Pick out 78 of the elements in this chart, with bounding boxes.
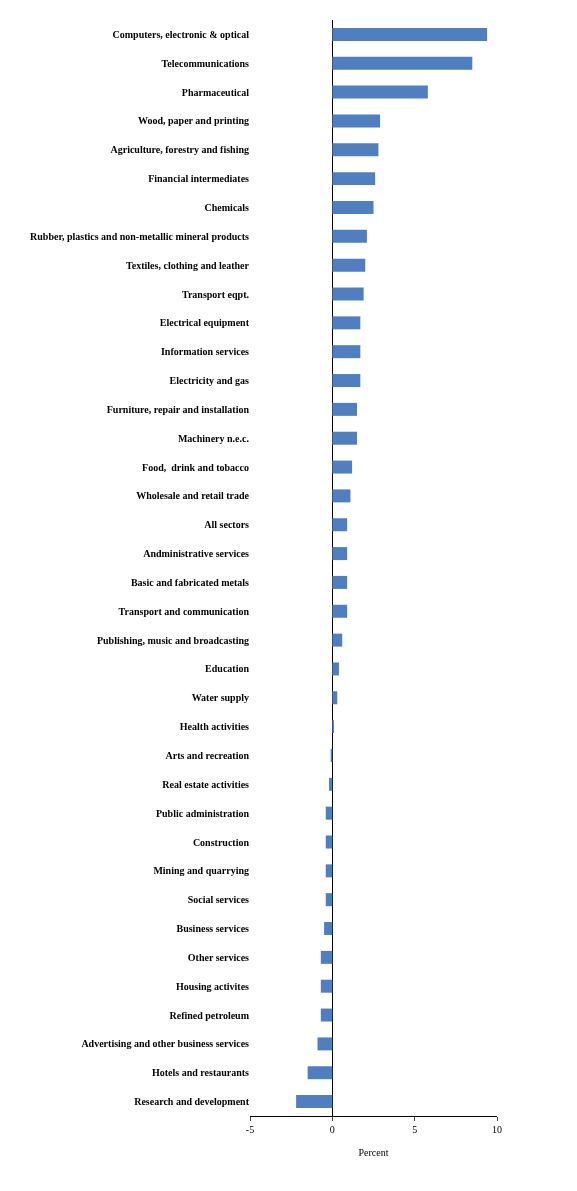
bar [325,893,333,907]
y-tick-label: Wholesale and retail trade [136,490,250,502]
bar [332,229,367,243]
bar [332,143,379,157]
y-tick-label: Telecommunications [161,57,250,69]
bar [332,604,348,618]
y-tick-label: Food, drink and tobacco [142,461,249,473]
bar [332,633,343,647]
y-tick-label: Pharmaceutical [181,86,250,98]
x-tick-label: 0 [329,1124,335,1135]
bar [325,864,333,878]
y-tick-label: Business services [176,923,250,935]
bar [332,402,358,416]
y-tick-label: Public administration [155,807,250,819]
y-tick-label: Water supply [191,692,249,704]
y-tick-label: Mining and quarrying [153,865,249,877]
bar [332,489,351,503]
y-tick-label: Real estate activities [162,778,250,790]
y-tick-label: Textiles, clothing and leather [126,259,250,271]
bar [329,777,333,791]
bar [317,1037,333,1051]
bar [324,922,333,936]
y-tick-label: All sectors [204,519,250,531]
y-tick-label: Education [205,663,250,675]
bar [332,431,358,445]
y-tick-label: Computers, electronic & optical [112,28,250,40]
y-tick-label: Research and development [134,1096,250,1108]
bar [332,287,364,301]
y-tick-label: Furniture, repair and installation [106,403,250,415]
bar [296,1095,333,1109]
x-tick-label: 5 [412,1124,418,1135]
bar [332,85,428,99]
bar [332,374,361,388]
y-tick-label: Other services [187,951,250,963]
bar [332,56,473,70]
bar [325,806,333,820]
y-tick-label: Chemicals [204,201,250,213]
bar [320,1008,333,1022]
y-tick-label: Machinery n.e.c. [177,432,250,444]
bar [332,172,376,186]
y-tick-label: Hotels and restaurants [151,1067,250,1079]
y-tick-label: Arts and recreation [165,749,250,761]
y-tick-label: Rubber, plastics and non-metallic mineral products [30,230,250,242]
y-tick-label: Electricity and gas [169,375,250,387]
bar [332,345,361,359]
bar [332,200,374,214]
y-tick-label: Electrical equipment [159,317,250,329]
bar [332,691,338,705]
y-tick-label: Construction [192,836,250,848]
y-tick-label: Advertising and other business services [81,1038,250,1050]
bar [320,950,333,964]
y-tick-label: Wood, paper and printing [138,115,249,127]
x-tick-label: 10 [492,1124,502,1135]
bar [332,575,348,589]
bar [332,547,348,561]
y-tick-label: Andministrative services [143,548,250,560]
bar [320,979,333,993]
y-tick-label: Transport and communication [118,605,250,617]
bar [332,27,488,41]
y-tick-label: Financial intermediates [148,173,250,185]
y-tick-label: Basic and fabricated metals [130,576,250,588]
bar [332,114,381,128]
y-tick-label: Publishing, music and broadcasting [96,634,249,646]
bar [332,258,366,272]
bar [332,662,339,676]
y-tick-label: Information services [160,346,250,358]
x-axis-title: Percent [358,1147,389,1158]
bar [332,460,353,474]
y-tick-label: Refined petroleum [169,1009,250,1021]
bar [332,316,361,330]
y-tick-label: Social services [187,894,250,906]
y-tick-label: Agriculture, forestry and fishing [110,144,249,156]
bar [332,518,348,532]
y-tick-label: Health activities [179,721,250,733]
y-tick-label: Transport eqpt. [181,288,250,300]
y-tick-label: Housing activites [175,980,250,992]
bar [307,1066,333,1080]
x-tick-label: -5 [245,1124,255,1135]
